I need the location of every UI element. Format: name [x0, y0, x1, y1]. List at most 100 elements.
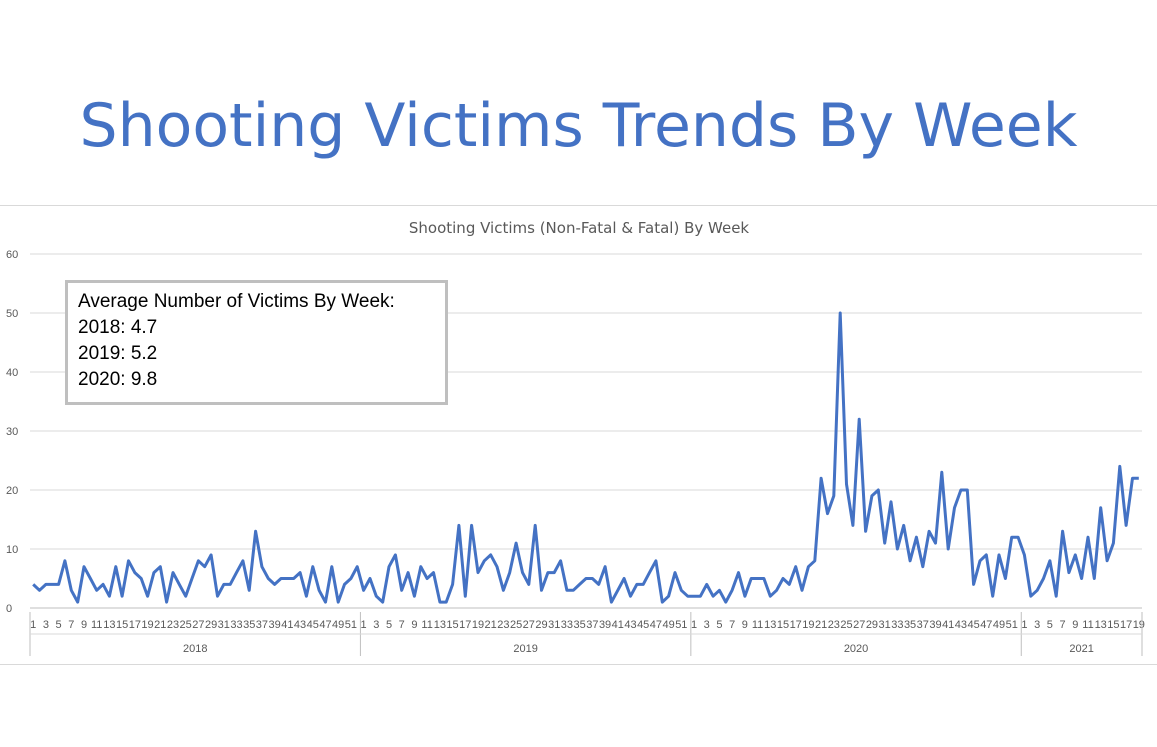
- y-tick-label: 20: [6, 485, 18, 497]
- x-tick-label: 29: [535, 619, 547, 631]
- y-axis-ticks: 0 10 20 30 40 50 60: [6, 249, 18, 615]
- x-tick-label: 1: [30, 619, 36, 631]
- x-tick-label: 9: [742, 619, 748, 631]
- x-tick-label: 5: [56, 619, 62, 631]
- chart-frame: [0, 205, 1157, 665]
- x-tick-label: 19: [141, 619, 153, 631]
- x-tick-label: 37: [917, 619, 929, 631]
- x-tick-label: 15: [1107, 619, 1119, 631]
- x-tick-label: 13: [764, 619, 776, 631]
- x-tick-label: 11: [1082, 619, 1093, 631]
- x-tick-label: 43: [624, 619, 636, 631]
- x-tick-label: 3: [43, 619, 49, 631]
- y-tick-label: 0: [6, 603, 12, 615]
- x-tick-label: 33: [891, 619, 903, 631]
- x-tick-label: 19: [802, 619, 814, 631]
- x-tick-label: 37: [586, 619, 598, 631]
- x-tick-label: 39: [599, 619, 611, 631]
- x-tick-label: 45: [307, 619, 319, 631]
- gridlines: [30, 253, 1142, 609]
- x-tick-label: 41: [612, 619, 624, 631]
- x-tick-label: 19: [1133, 619, 1145, 631]
- x-tick-label: 13: [1095, 619, 1107, 631]
- chart-title: Shooting Victims (Non-Fatal & Fatal) By …: [409, 219, 750, 237]
- x-tick-label: 7: [1060, 619, 1066, 631]
- x-tick-label: 1: [691, 619, 697, 631]
- x-tick-label: 31: [879, 619, 891, 631]
- y-tick-label: 30: [6, 426, 18, 438]
- y-tick-label: 10: [6, 544, 18, 556]
- y-tick-label: 60: [6, 249, 18, 261]
- x-tick-label: 21: [154, 619, 166, 631]
- x-tick-label: 35: [574, 619, 586, 631]
- x-tick-label: 47: [980, 619, 992, 631]
- x-tick-label: 11: [91, 619, 102, 631]
- x-tick-label: 3: [373, 619, 379, 631]
- x-tick-label: 1: [361, 619, 367, 631]
- x-tick-label: 37: [256, 619, 268, 631]
- x-tick-label: 3: [704, 619, 710, 631]
- x-tick-label: 19: [472, 619, 484, 631]
- x-tick-label: 35: [904, 619, 916, 631]
- y-tick-label: 40: [6, 367, 18, 379]
- x-tick-label: 25: [840, 619, 852, 631]
- x-tick-label: 31: [548, 619, 560, 631]
- x-tick-label: 3: [1034, 619, 1040, 631]
- x-tick-label: 23: [497, 619, 509, 631]
- x-tick-label: 9: [1072, 619, 1078, 631]
- year-label: 2020: [844, 643, 868, 655]
- average-callout: Average Number of Victims By Week: 2018:…: [65, 280, 448, 405]
- x-tick-label: 47: [319, 619, 331, 631]
- x-tick-label: 35: [243, 619, 255, 631]
- x-tick-label: 23: [167, 619, 179, 631]
- x-tick-label: 41: [942, 619, 954, 631]
- x-tick-label: 39: [269, 619, 281, 631]
- callout-line-2019: 2019: 5.2: [78, 343, 158, 364]
- x-tick-label: 17: [459, 619, 471, 631]
- x-tick-label: 17: [790, 619, 802, 631]
- x-tick-label: 51: [1006, 619, 1018, 631]
- year-label: 2021: [1069, 643, 1093, 655]
- x-tick-label: 49: [662, 619, 674, 631]
- x-tick-label: 13: [434, 619, 446, 631]
- x-tick-label: 7: [399, 619, 405, 631]
- x-tick-label: 9: [81, 619, 87, 631]
- x-tick-label: 45: [637, 619, 649, 631]
- x-tick-label: 25: [510, 619, 522, 631]
- x-tick-label: 33: [561, 619, 573, 631]
- x-tick-label: 15: [116, 619, 128, 631]
- x-tick-label: 43: [955, 619, 967, 631]
- x-tick-label: 27: [523, 619, 535, 631]
- x-tick-label: 27: [853, 619, 865, 631]
- x-tick-label: 41: [281, 619, 293, 631]
- x-tick-label: 49: [993, 619, 1005, 631]
- year-label: 2019: [513, 643, 537, 655]
- x-tick-label: 5: [1047, 619, 1053, 631]
- x-tick-label: 39: [929, 619, 941, 631]
- x-tick-label: 47: [650, 619, 662, 631]
- series-line-victims: [32, 311, 1139, 604]
- x-tick-label: 15: [777, 619, 789, 631]
- slide-title: Shooting Victims Trends By Week: [79, 91, 1078, 161]
- x-tick-label: 33: [230, 619, 242, 631]
- x-tick-label: 49: [332, 619, 344, 631]
- x-tick-label: 15: [446, 619, 458, 631]
- callout-line-2018: 2018: 4.7: [78, 317, 158, 338]
- x-tick-label: 13: [103, 619, 115, 631]
- x-tick-label: 21: [485, 619, 497, 631]
- y-tick-label: 50: [6, 308, 18, 320]
- x-tick-label: 7: [68, 619, 74, 631]
- x-tick-label: 1: [1021, 619, 1027, 631]
- x-tick-label: 11: [752, 619, 763, 631]
- x-tick-label: 31: [218, 619, 230, 631]
- x-tick-label: 51: [675, 619, 687, 631]
- callout-heading: Average Number of Victims By Week:: [78, 291, 395, 312]
- x-tick-label: 5: [386, 619, 392, 631]
- year-label: 2018: [183, 643, 207, 655]
- x-tick-label: 27: [192, 619, 204, 631]
- x-tick-label: 51: [345, 619, 357, 631]
- x-axis: 1 3 5 7 9 11 13 15 17 19 21 23 25 27 29 31 33 35 37 39 41 43 4…: [29, 612, 1145, 656]
- x-tick-label: 17: [129, 619, 141, 631]
- x-tick-label: 23: [828, 619, 840, 631]
